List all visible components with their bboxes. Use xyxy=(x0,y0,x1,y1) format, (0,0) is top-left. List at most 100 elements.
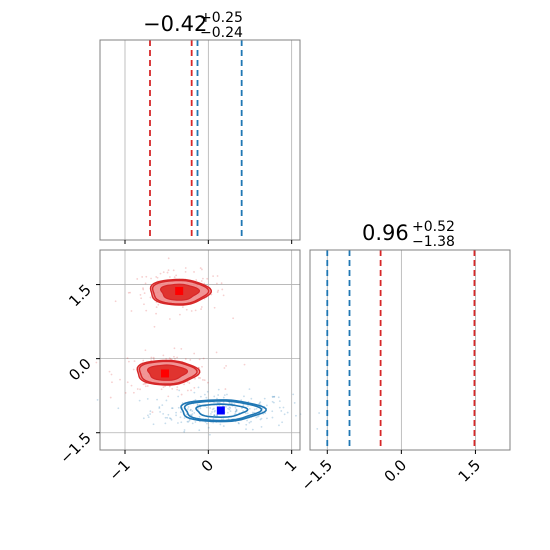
contour-red-outer2-0 xyxy=(151,279,210,305)
tick-label-y-param2-1: 0.0 xyxy=(65,355,95,385)
scatter-point-blue xyxy=(191,413,194,415)
scatter-point-blue xyxy=(203,393,206,396)
scatter-point-blue xyxy=(149,410,152,413)
scatter-point-blue xyxy=(260,426,263,428)
scatter-point-blue xyxy=(271,410,274,413)
scatter-point-red xyxy=(168,318,171,320)
scatter-point-red xyxy=(95,361,98,364)
scatter-point-blue xyxy=(237,421,240,424)
scatter-point-blue xyxy=(205,406,208,409)
scatter-point-blue xyxy=(223,394,226,397)
scatter-point-blue xyxy=(170,418,173,421)
scatter-point-red xyxy=(143,292,146,295)
scatter-point-blue xyxy=(235,410,238,412)
scatter-point-blue xyxy=(219,423,222,426)
scatter-point-red xyxy=(193,271,195,273)
scatter-point-blue xyxy=(183,429,186,431)
scatter-point-red xyxy=(140,297,143,300)
scatter-point-red xyxy=(168,357,171,360)
scatter-point-blue xyxy=(242,410,245,412)
scatter-point-red xyxy=(129,291,131,294)
scatter-point-red xyxy=(216,291,219,293)
scatter-point-blue xyxy=(156,398,158,401)
scatter-point-blue xyxy=(318,412,321,414)
scatter-point-red xyxy=(142,383,145,386)
scatter-point-blue xyxy=(271,395,274,398)
scatter-point-red xyxy=(156,276,159,279)
scatter-points xyxy=(95,257,321,436)
scatter-point-red xyxy=(144,282,147,285)
scatter-point-blue xyxy=(164,416,167,419)
scatter-point-blue xyxy=(273,395,276,398)
scatter-point-red xyxy=(201,268,203,271)
scatter-point-blue xyxy=(226,393,228,396)
scatter-point-red xyxy=(144,385,147,388)
scatter-point-blue xyxy=(255,407,258,410)
scatter-point-blue xyxy=(248,421,251,424)
scatter-point-red xyxy=(130,310,133,312)
scatter-point-blue xyxy=(189,408,192,411)
scatter-point-red xyxy=(199,267,202,269)
scatter-point-red xyxy=(167,257,170,260)
scatter-point-blue xyxy=(164,422,167,425)
scatter-point-red xyxy=(203,282,206,285)
scatter-point-blue xyxy=(244,412,247,415)
histogram-param2-frame xyxy=(309,249,511,451)
scatter-point-red xyxy=(199,377,202,379)
scatter-point-blue xyxy=(222,425,225,427)
tick-labels: −1 0 1−1.5 0.0 1.5−1.50.01.5 xyxy=(56,281,484,495)
scatter-point-blue xyxy=(281,421,284,424)
scatter-point-blue xyxy=(283,413,286,416)
scatter-point-blue xyxy=(217,388,220,391)
scatter-point-red xyxy=(212,275,214,278)
histogram-panel-param2 xyxy=(309,249,511,454)
scatter-point-blue xyxy=(147,414,149,417)
scatter-point-red xyxy=(171,387,174,390)
contour-red-outer2-1 xyxy=(138,360,198,385)
scatter-point-blue xyxy=(277,396,280,399)
scatter-point-blue xyxy=(278,400,281,403)
tick-label-x-param2-0: −1.5 xyxy=(298,456,336,494)
tick-label-x-param1-0: −1 xyxy=(105,456,133,484)
scatter-point-red xyxy=(174,357,176,360)
scatter-point-blue xyxy=(253,408,256,411)
tick-label-x-param1-2: 1 xyxy=(281,456,300,475)
scatter-point-red xyxy=(155,312,157,315)
scatter-point-blue xyxy=(282,406,285,409)
scatter-point-red xyxy=(213,306,216,309)
scatter-point-blue xyxy=(245,423,248,426)
histogram-panel-param1 xyxy=(99,39,301,244)
scatter-point-blue xyxy=(177,406,180,409)
scatter-point-blue xyxy=(186,420,189,423)
scatter-point-blue xyxy=(185,413,188,416)
contour-blue-1 xyxy=(183,400,263,422)
scatter-point-blue xyxy=(246,419,248,422)
scatter-point-red xyxy=(180,347,183,350)
scatter-point-blue xyxy=(228,406,231,409)
scatter-point-red xyxy=(142,359,145,362)
scatter-point-blue xyxy=(238,422,240,425)
scatter-point-red xyxy=(155,306,158,309)
scatter-point-red xyxy=(144,349,147,352)
scatter-point-red xyxy=(133,360,136,362)
title-param1-value: −0.42 xyxy=(143,12,207,36)
scatter-point-blue xyxy=(175,411,177,414)
scatter-point-red xyxy=(202,277,204,280)
scatter-point-red xyxy=(142,288,145,291)
scatter-point-blue xyxy=(214,409,216,412)
scatter-point-blue xyxy=(199,395,202,398)
scatter-point-blue xyxy=(205,396,208,399)
scatter-point-blue xyxy=(212,417,215,420)
scatter-point-blue xyxy=(194,398,197,401)
tick-label-x-param1-1: 0 xyxy=(198,456,217,475)
scatter-point-red xyxy=(150,277,152,280)
scatter-point-red xyxy=(215,351,218,354)
scatter-point-blue xyxy=(266,417,268,420)
scatter-point-red xyxy=(145,275,148,278)
scatter-point-blue xyxy=(246,412,249,415)
scatter-point-red xyxy=(155,275,158,278)
scatter-point-blue xyxy=(189,409,192,412)
scatter-point-red xyxy=(184,358,187,360)
scatter-point-red xyxy=(224,388,227,390)
